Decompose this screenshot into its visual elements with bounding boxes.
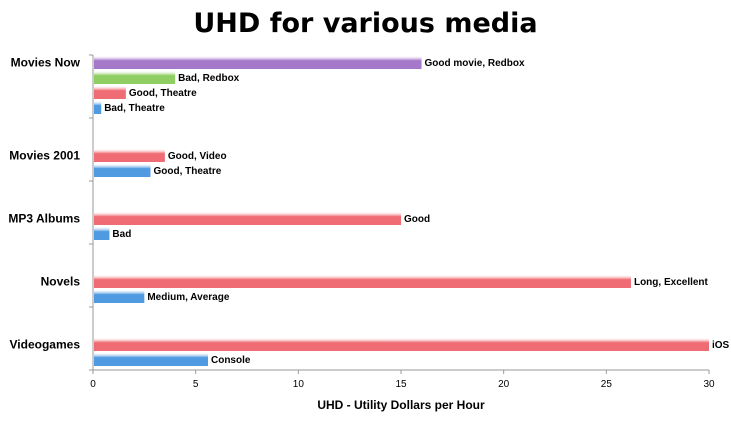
x-tick-label: 30 [703,379,715,390]
bar-data-label: Good, Theatre [129,88,197,99]
x-tick-label: 0 [90,379,96,390]
x-axis-label: UHD - Utility Dollars per Hour [317,398,485,412]
x-tick-label: 20 [498,379,510,390]
bar-data-label: Medium, Average [147,292,229,303]
bar [94,86,126,99]
bar [94,212,401,225]
x-tick-label: 15 [395,379,407,390]
bar [94,71,176,84]
bar [94,227,110,240]
bar-data-label: Good, Video [168,151,227,162]
x-tick-label: 5 [193,379,199,390]
chart-title: UHD for various media [193,8,538,39]
bar-data-label: Bad, Theatre [104,103,165,114]
bar-data-label: Good [404,214,430,225]
bar [94,338,709,351]
bar-data-label: Bad [112,229,131,240]
bar-data-label: Console [211,355,251,366]
category-label: Novels [41,275,81,289]
bar [94,164,151,177]
category-label: MP3 Albums [8,212,80,226]
bar [94,101,102,114]
bar [94,56,422,69]
bar-data-label: Good, Theatre [153,166,221,177]
bar [94,353,208,366]
bar [94,290,145,303]
bar-data-label: Bad, Redbox [178,73,240,84]
bar-data-label: Good movie, Redbox [425,58,525,69]
bar [94,275,631,288]
x-tick-label: 10 [293,379,305,390]
category-label: Movies Now [11,56,81,70]
category-label: Movies 2001 [9,149,80,163]
bar-data-label: iOS [712,340,730,351]
bar-data-label: Long, Excellent [634,277,709,288]
category-label: Videogames [10,338,81,352]
x-tick-label: 25 [601,379,613,390]
bar [94,149,165,162]
